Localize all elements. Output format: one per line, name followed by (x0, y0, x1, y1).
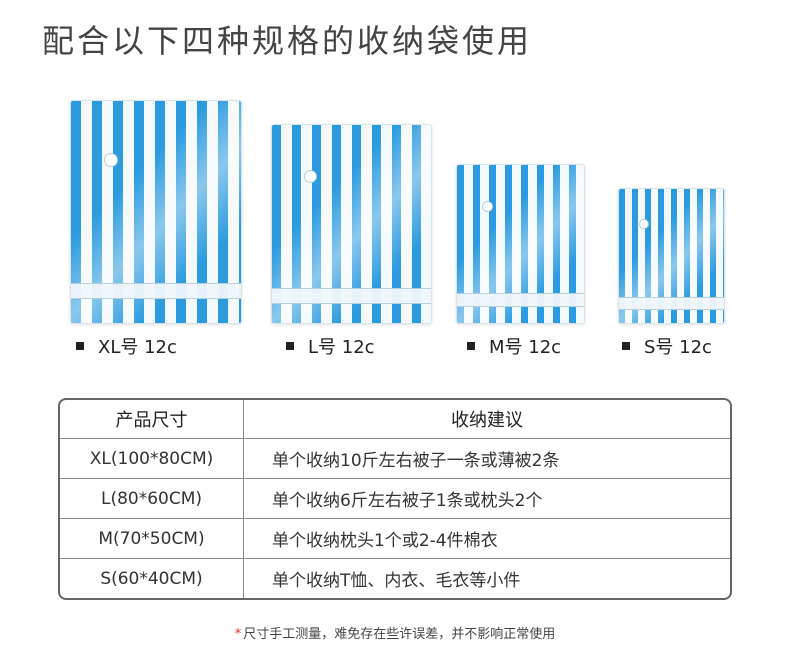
table-row: S(60*40CM) 单个收纳T恤、内衣、毛衣等小件 (60, 558, 730, 598)
valve-icon (104, 153, 118, 167)
bullet-square-icon (286, 342, 294, 350)
zipper-seal (71, 283, 241, 299)
size-label-text: S号 12c (644, 337, 712, 358)
footnote: * 尺寸手工测量，难免存在些许误差，并不影响正常使用 (0, 623, 790, 642)
bullet-square-icon (622, 342, 630, 350)
asterisk-icon: * (234, 627, 242, 642)
size-label-text: L号 12c (308, 337, 375, 358)
valve-icon (639, 219, 649, 229)
table-cell-advice: 单个收纳枕头1个或2-4件棉衣 (272, 531, 498, 551)
table-cell-size: L(80*60CM) (60, 479, 244, 518)
bullet-square-icon (76, 342, 84, 350)
table-cell-size: S(60*40CM) (60, 559, 244, 598)
spec-table: 产品尺寸 收纳建议 XL(100*80CM) 单个收纳10斤左右被子一条或薄被2… (58, 398, 732, 600)
zipper-seal (272, 288, 431, 304)
page-title: 配合以下四种规格的收纳袋使用 (42, 22, 533, 60)
table-cell-size: M(70*50CM) (60, 519, 244, 558)
bag-xl-image (70, 100, 242, 324)
size-label-xl: XL号 12c (76, 333, 177, 359)
footnote-text: 尺寸手工测量，难免存在些许误差，并不影响正常使用 (243, 627, 556, 642)
table-cell-size: XL(100*80CM) (60, 439, 244, 478)
table-cell-advice: 单个收纳10斤左右被子一条或薄被2条 (272, 451, 560, 471)
size-label-text: XL号 12c (98, 337, 177, 358)
zipper-seal (457, 293, 584, 307)
bullet-square-icon (467, 342, 475, 350)
size-label-l: L号 12c (286, 333, 375, 359)
table-header-cell: 产品尺寸 (60, 400, 244, 438)
bag-l-image (271, 124, 432, 324)
zipper-seal (619, 297, 724, 310)
table-cell-advice: 单个收纳T恤、内衣、毛衣等小件 (272, 571, 521, 591)
table-row: XL(100*80CM) 单个收纳10斤左右被子一条或薄被2条 (60, 438, 730, 478)
bag-s-image (618, 188, 725, 324)
table-row: L(80*60CM) 单个收纳6斤左右被子1条或枕头2个 (60, 478, 730, 518)
valve-icon (482, 201, 493, 212)
size-label-s: S号 12c (622, 333, 712, 359)
table-header-cell: 收纳建议 (451, 410, 523, 431)
table-row: M(70*50CM) 单个收纳枕头1个或2-4件棉衣 (60, 518, 730, 558)
size-label-text: M号 12c (489, 337, 562, 358)
table-header-row: 产品尺寸 收纳建议 (60, 400, 730, 438)
size-label-m: M号 12c (467, 333, 561, 359)
valve-icon (304, 170, 317, 183)
bag-m-image (456, 164, 585, 324)
table-cell-advice: 单个收纳6斤左右被子1条或枕头2个 (272, 491, 543, 511)
